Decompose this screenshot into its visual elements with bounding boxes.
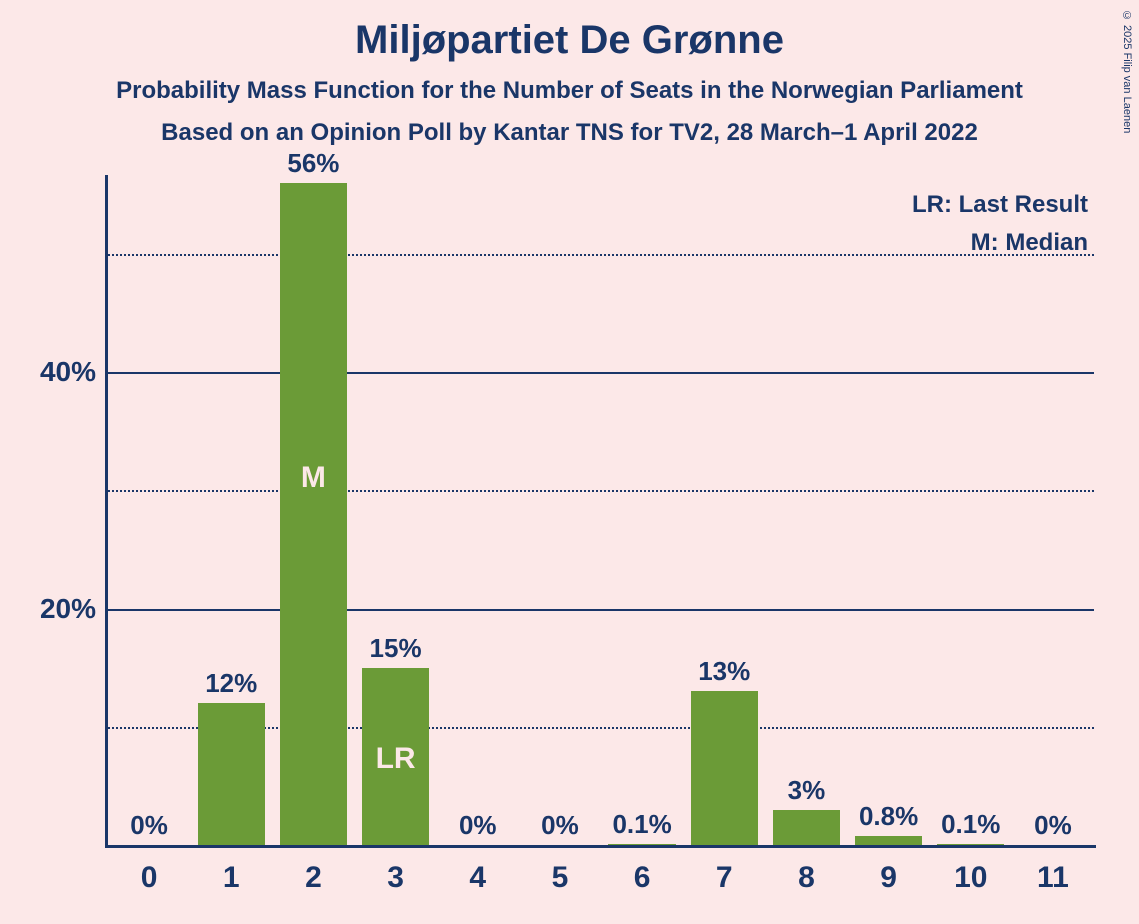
- bar-value-label: 13%: [698, 656, 750, 691]
- bar-value-label: 0%: [541, 810, 579, 845]
- bar: 56%M: [280, 183, 347, 845]
- grid-major: [108, 609, 1094, 611]
- bar-value-label: 0.1%: [612, 809, 671, 844]
- x-tick-label: 4: [469, 845, 486, 895]
- bar-value-label: 0%: [459, 810, 497, 845]
- x-tick-label: 6: [634, 845, 651, 895]
- chart-plot-area: 20%40%0%012%156%M215%LR30%40%50.1%613%73…: [108, 195, 1094, 845]
- x-tick-label: 10: [954, 845, 987, 895]
- bar: 13%: [691, 691, 758, 845]
- x-tick-label: 0: [141, 845, 158, 895]
- grid-major: [108, 372, 1094, 374]
- x-tick-label: 8: [798, 845, 815, 895]
- chart-subtitle-2: Based on an Opinion Poll by Kantar TNS f…: [0, 119, 1139, 147]
- bar-value-label: 0.1%: [941, 809, 1000, 844]
- bar-marker: LR: [362, 742, 429, 776]
- bar-value-label: 0%: [130, 810, 168, 845]
- bar: 3%: [773, 810, 840, 845]
- bar-value-label: 15%: [370, 633, 422, 668]
- x-tick-label: 3: [387, 845, 404, 895]
- copyright-text: © 2025 Filip van Laenen: [1121, 10, 1133, 133]
- bar: 12%: [198, 703, 265, 845]
- bar-value-label: 0.8%: [859, 801, 918, 836]
- legend-lr: LR: Last Result: [912, 191, 1088, 219]
- x-axis: [105, 845, 1096, 848]
- y-tick-label: 20%: [40, 593, 108, 625]
- bar-value-label: 12%: [205, 668, 257, 703]
- x-tick-label: 9: [880, 845, 897, 895]
- y-axis: [105, 175, 108, 848]
- y-tick-label: 40%: [40, 356, 108, 388]
- chart-subtitle-1: Probability Mass Function for the Number…: [0, 77, 1139, 105]
- x-tick-label: 11: [1037, 845, 1069, 895]
- bar-marker: M: [280, 461, 347, 495]
- bar-value-label: 3%: [788, 775, 826, 810]
- x-tick-label: 2: [305, 845, 322, 895]
- legend: LR: Last Result M: Median: [912, 191, 1088, 257]
- chart-title: Miljøpartiet De Grønne: [0, 0, 1139, 63]
- legend-m: M: Median: [912, 229, 1088, 257]
- x-tick-label: 5: [552, 845, 569, 895]
- bar: 0.8%: [855, 836, 922, 845]
- grid-minor: [108, 490, 1094, 492]
- x-tick-label: 1: [223, 845, 240, 895]
- bar: 15%LR: [362, 668, 429, 845]
- bar-value-label: 56%: [287, 148, 339, 183]
- x-tick-label: 7: [716, 845, 733, 895]
- bar-value-label: 0%: [1034, 810, 1072, 845]
